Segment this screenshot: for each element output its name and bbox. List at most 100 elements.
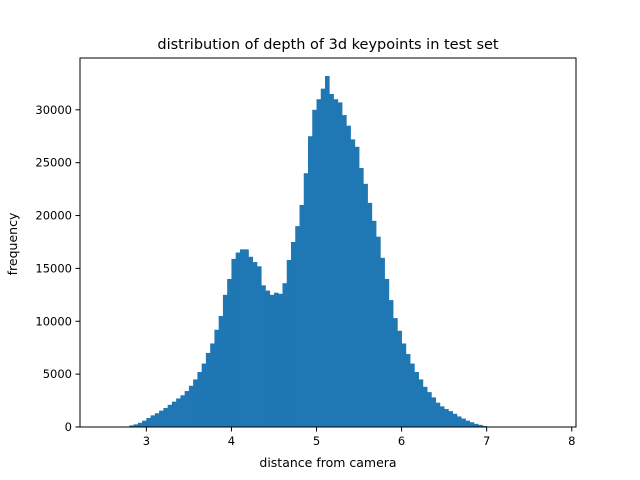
histogram-bar xyxy=(465,420,470,427)
histogram-bar xyxy=(180,395,185,427)
histogram-bar xyxy=(329,93,334,427)
histogram-bar xyxy=(227,278,232,427)
x-tick-label: 3 xyxy=(143,434,150,448)
y-tick-label: 0 xyxy=(65,420,72,434)
x-axis-label: distance from camera xyxy=(259,455,396,470)
histogram-bar xyxy=(218,315,224,427)
histogram-bar xyxy=(350,139,356,427)
histogram-bar xyxy=(308,136,313,428)
histogram-bar xyxy=(222,294,228,427)
histogram-bar xyxy=(410,363,415,427)
histogram-bar xyxy=(461,418,466,427)
histogram-bar xyxy=(478,424,483,427)
histogram-bar xyxy=(142,420,147,427)
histogram-bar xyxy=(427,392,432,427)
histogram-bar xyxy=(193,379,198,427)
histogram-bar xyxy=(244,249,249,427)
histogram-bar xyxy=(456,416,462,427)
histogram-bar xyxy=(154,413,160,427)
histogram-bar xyxy=(435,402,441,427)
histogram-bar xyxy=(214,329,220,427)
histogram-bar xyxy=(188,385,194,427)
histogram-bar xyxy=(265,290,271,427)
histogram-bar xyxy=(312,109,317,427)
histogram-bar xyxy=(167,404,173,427)
histogram-bar xyxy=(397,330,402,427)
histogram-bar xyxy=(278,293,283,427)
histogram-bar xyxy=(388,300,394,427)
histogram-bars xyxy=(125,75,488,428)
histogram-bar xyxy=(346,125,351,428)
histogram-bar xyxy=(286,259,292,427)
histogram-bar xyxy=(205,352,211,427)
histogram-bar xyxy=(273,292,279,427)
x-tick-label: 7 xyxy=(483,434,490,448)
histogram-bar xyxy=(439,406,445,427)
histogram-bar xyxy=(269,294,275,427)
y-tick-label: 15000 xyxy=(35,261,72,275)
y-tick-label: 30000 xyxy=(35,103,72,117)
histogram-bar xyxy=(444,409,449,427)
histogram-bar xyxy=(376,236,381,427)
x-tick-label: 6 xyxy=(398,434,405,448)
histogram-bar xyxy=(261,285,266,427)
histogram-bar xyxy=(197,372,203,427)
histogram-bar xyxy=(252,262,258,427)
histogram-bar xyxy=(163,407,168,427)
histogram-bar xyxy=(282,283,288,427)
histogram-bar xyxy=(150,415,156,427)
histogram-bar xyxy=(320,88,326,427)
histogram-bar xyxy=(452,413,458,427)
histogram-bar xyxy=(359,167,364,427)
histogram-bar xyxy=(414,372,419,427)
y-axis-label: frequency xyxy=(5,212,20,275)
chart-title: distribution of depth of 3d keypoints in… xyxy=(157,37,499,53)
histogram-bar xyxy=(384,278,390,427)
y-axis-ticks: 0 5000 10000 15000 20000 25000 30000 xyxy=(35,103,80,434)
x-axis-ticks: 3 4 5 6 7 8 xyxy=(143,427,575,448)
histogram-bar xyxy=(405,354,411,427)
histogram-bar xyxy=(248,256,254,427)
y-tick-label: 5000 xyxy=(43,367,72,381)
histogram-bar xyxy=(401,343,407,427)
histogram-bar xyxy=(482,425,488,427)
histogram-bar xyxy=(363,183,368,427)
histogram-bar xyxy=(469,422,475,427)
x-tick-label: 4 xyxy=(228,434,235,448)
histogram-bar xyxy=(201,363,207,427)
histogram-bar xyxy=(171,401,177,427)
histogram-bar xyxy=(473,423,479,427)
histogram-bar xyxy=(137,422,143,427)
histogram-bar xyxy=(235,252,241,427)
x-tick-label: 8 xyxy=(568,434,575,448)
histogram-bar xyxy=(239,249,245,427)
histogram-bar xyxy=(159,410,164,427)
histogram-bar xyxy=(210,343,215,427)
histogram-bar xyxy=(133,424,139,427)
y-tick-label: 20000 xyxy=(35,209,72,223)
histogram-bar xyxy=(176,398,181,427)
histogram-bar xyxy=(231,258,237,427)
histogram-bar xyxy=(448,411,453,427)
histogram-bar xyxy=(354,146,360,427)
histogram-bar xyxy=(256,266,262,427)
histogram-bar xyxy=(146,418,151,427)
histogram-bar xyxy=(325,75,330,427)
axes xyxy=(79,57,577,428)
histogram-bar xyxy=(371,220,377,427)
histogram-bar xyxy=(303,173,309,427)
histogram-bar xyxy=(333,99,339,427)
histogram-bar xyxy=(316,99,322,427)
histogram-bar xyxy=(393,318,398,427)
histogram-bar xyxy=(342,115,347,427)
y-tick-label: 10000 xyxy=(35,314,72,328)
histogram-bar xyxy=(367,202,373,427)
histogram-bar xyxy=(337,102,343,427)
histogram-bar xyxy=(299,204,305,427)
histogram-bar xyxy=(418,379,424,427)
histogram-bar xyxy=(295,226,300,427)
histogram-bar xyxy=(431,397,436,427)
x-tick-label: 5 xyxy=(313,434,320,448)
histogram-bar xyxy=(129,425,134,427)
